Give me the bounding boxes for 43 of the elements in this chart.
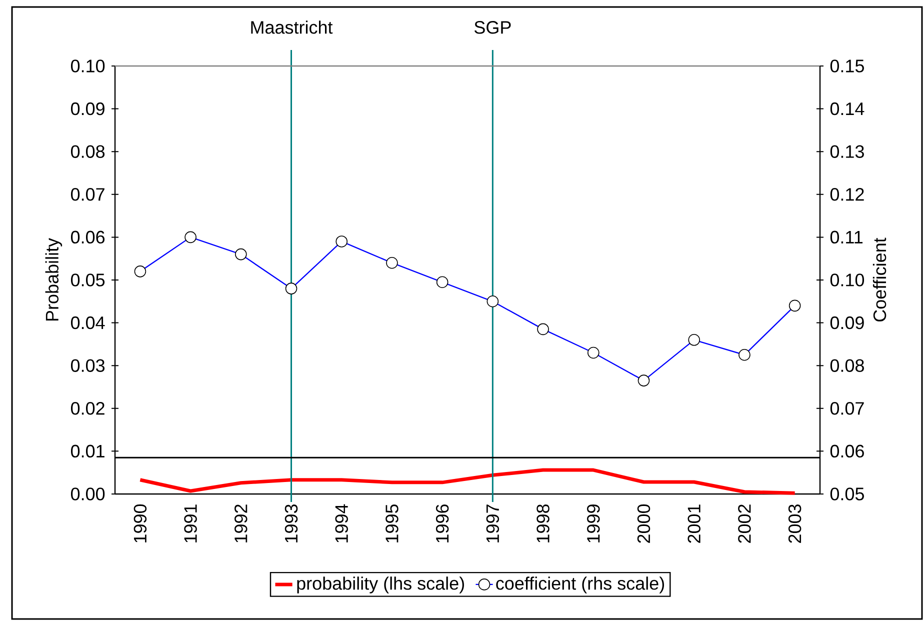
y2-tick-label: 0.11 xyxy=(830,230,863,244)
y2-tick-label: 0.12 xyxy=(830,188,864,201)
ref-line-label: SGP xyxy=(474,21,511,34)
x-tick-label: 2000 xyxy=(637,504,650,543)
x-tick-label: 1999 xyxy=(587,504,600,542)
x-tick-label: 1997 xyxy=(486,504,500,542)
x-tick-label: 1990 xyxy=(134,504,147,542)
y-tick-label: 0.00 xyxy=(70,488,105,500)
x-tick-label: 2001 xyxy=(688,504,700,543)
y2-tick-label: 0.08 xyxy=(830,359,864,372)
y2-tick-label: 0.10 xyxy=(830,274,864,286)
y2-tick-label: 0.13 xyxy=(830,145,864,158)
y-tick-label: 0.01 xyxy=(70,444,104,458)
y2-tick-label: 0.15 xyxy=(830,60,864,72)
y2-tick-label: 0.06 xyxy=(830,444,864,458)
x-tick-label: 2003 xyxy=(788,504,802,543)
x-tick-label: 1995 xyxy=(386,504,398,542)
x-tick-label: 2002 xyxy=(738,504,751,543)
y-tick-label: 0.06 xyxy=(70,230,105,244)
y2-tick-label: 0.09 xyxy=(830,316,864,330)
line-series xyxy=(138,468,797,495)
y2-axis-title: Coefficient xyxy=(872,238,886,322)
y-tick-label: 0.03 xyxy=(70,359,105,372)
y-tick-label: 0.08 xyxy=(70,145,105,158)
y-tick-label: 0.10 xyxy=(70,60,105,72)
x-tick-label: 1998 xyxy=(536,504,550,542)
x-tick-label: 1996 xyxy=(436,504,449,542)
y2-tick-label: 0.14 xyxy=(830,102,864,116)
legend-label: coefficient (rhs scale) xyxy=(496,576,664,594)
legend-label: probability (lhs scale) xyxy=(297,576,464,594)
x-tick-label: 1991 xyxy=(184,504,197,542)
y2-tick-label: 0.05 xyxy=(830,488,864,500)
y-axis-title: Probability xyxy=(45,238,62,321)
x-tick-label: 1993 xyxy=(284,504,298,542)
y-tick-label: 0.05 xyxy=(70,274,105,286)
y-tick-label: 0.04 xyxy=(70,316,105,330)
x-tick-label: 1994 xyxy=(335,504,348,542)
y-tick-label: 0.07 xyxy=(70,188,104,201)
y-tick-label: 0.09 xyxy=(70,102,104,116)
ref-line-label: Maastricht xyxy=(251,20,333,34)
x-tick-label: 1992 xyxy=(234,504,248,542)
y-tick-label: 0.02 xyxy=(70,402,104,415)
y2-tick-label: 0.07 xyxy=(830,402,864,415)
